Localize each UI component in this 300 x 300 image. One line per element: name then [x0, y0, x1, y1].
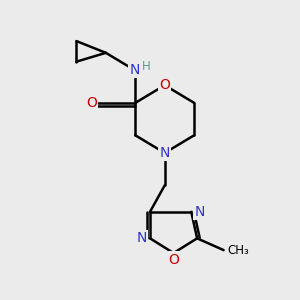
Text: CH₃: CH₃: [227, 244, 249, 256]
Text: H: H: [142, 61, 151, 74]
Text: N: N: [194, 205, 205, 219]
Text: N: N: [160, 146, 170, 160]
Text: O: O: [86, 96, 97, 110]
Text: N: N: [136, 231, 147, 245]
Text: O: O: [159, 78, 170, 92]
Text: N: N: [130, 63, 140, 77]
Text: O: O: [168, 253, 179, 266]
